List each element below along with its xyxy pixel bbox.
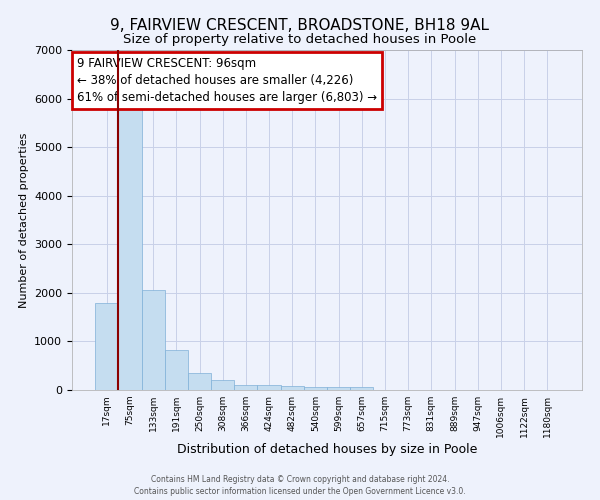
Text: 9, FAIRVIEW CRESCENT, BROADSTONE, BH18 9AL: 9, FAIRVIEW CRESCENT, BROADSTONE, BH18 9…	[110, 18, 490, 32]
Bar	[211, 380, 234, 390]
X-axis label: Distribution of detached houses by size in Poole: Distribution of detached houses by size …	[177, 442, 477, 456]
Bar	[327, 387, 350, 390]
Bar	[95, 302, 118, 390]
Y-axis label: Number of detached properties: Number of detached properties	[19, 132, 29, 308]
Text: Contains HM Land Registry data © Crown copyright and database right 2024.
Contai: Contains HM Land Registry data © Crown c…	[134, 474, 466, 496]
Text: Size of property relative to detached houses in Poole: Size of property relative to detached ho…	[124, 32, 476, 46]
Bar	[350, 387, 373, 390]
Bar	[234, 384, 257, 390]
Text: 9 FAIRVIEW CRESCENT: 96sqm
← 38% of detached houses are smaller (4,226)
61% of s: 9 FAIRVIEW CRESCENT: 96sqm ← 38% of deta…	[77, 57, 377, 104]
Bar	[165, 350, 188, 390]
Bar	[257, 385, 281, 390]
Bar	[281, 386, 304, 390]
Bar	[188, 374, 211, 390]
Bar	[304, 387, 327, 390]
Bar	[142, 290, 165, 390]
Bar	[118, 110, 142, 390]
